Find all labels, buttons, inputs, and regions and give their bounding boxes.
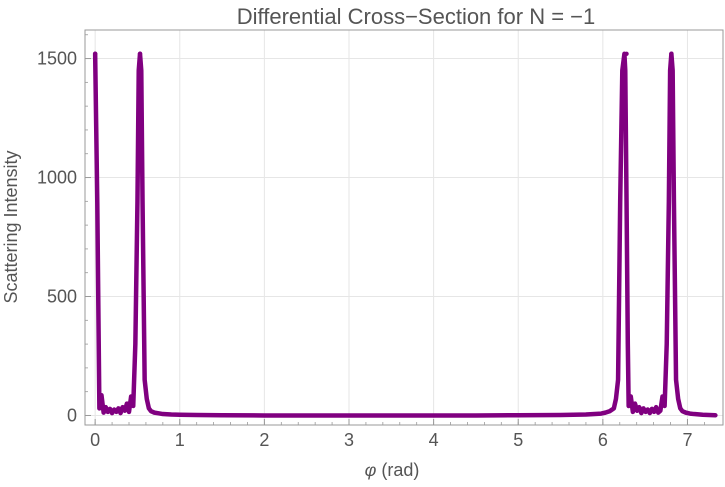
y-tick-label: 1000	[37, 168, 77, 188]
x-tick-label: 4	[429, 430, 439, 450]
x-tick-label: 7	[682, 430, 692, 450]
y-tick-label: 1500	[37, 49, 77, 69]
y-tick-label: 500	[47, 287, 77, 307]
x-axis-unit: (rad)	[376, 460, 419, 480]
x-axis-symbol: φ	[365, 460, 377, 480]
peak-point	[137, 51, 143, 56]
x-tick-label: 3	[344, 430, 354, 450]
x-tick-label: 0	[90, 430, 100, 450]
y-tick-label: 0	[67, 405, 77, 425]
plot-frame	[84, 29, 724, 426]
peak-point	[669, 51, 674, 56]
x-tick-label: 6	[598, 430, 608, 450]
peak-markers	[92, 51, 674, 56]
series-line	[92, 51, 718, 418]
x-tick-label: 2	[259, 430, 269, 450]
x-axis: 0 1 2 3 4 5 6 7	[90, 419, 705, 450]
x-axis-title: φ (rad)	[365, 460, 420, 480]
x-tick-label: 5	[513, 430, 523, 450]
y-axis-title: Scattering Intensity	[1, 150, 21, 303]
y-axis: 0 500 1000 1500	[37, 34, 91, 425]
x-tick-label: 1	[175, 430, 185, 450]
peak-point	[92, 51, 98, 56]
peak-point	[624, 51, 629, 56]
chart-title: Differential Cross−Section for N = −1	[237, 4, 596, 29]
